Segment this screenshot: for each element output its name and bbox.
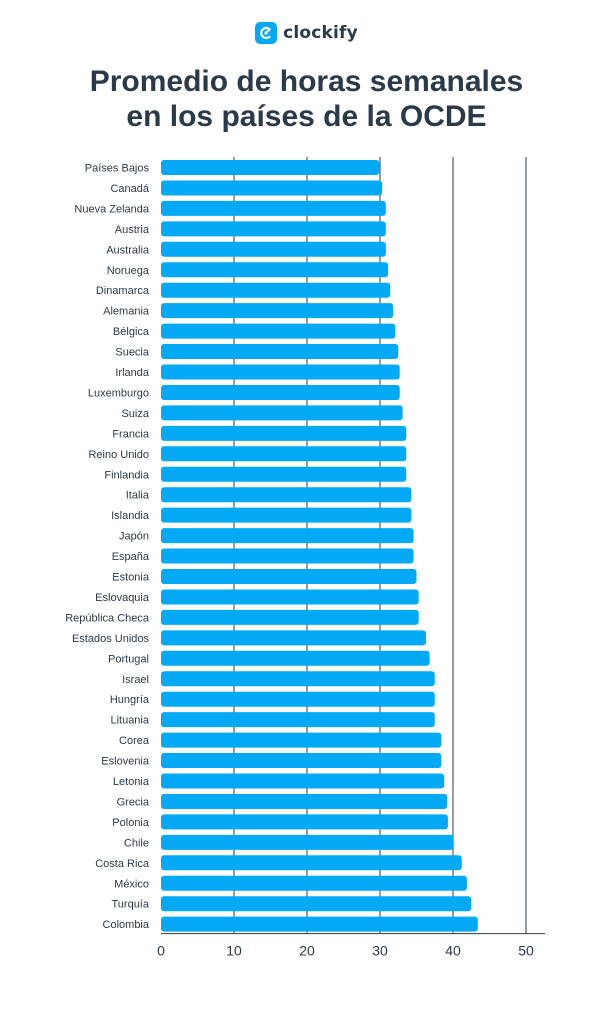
bar-17	[161, 487, 412, 503]
bar-36	[161, 875, 467, 891]
brand-name: clockify	[283, 23, 358, 43]
bar-13	[161, 405, 403, 421]
category-label-32: Grecia	[117, 796, 150, 808]
category-label-28: Lituania	[110, 715, 149, 727]
bar-29	[161, 732, 442, 748]
bar-33	[161, 814, 448, 830]
clockify-logo-icon	[255, 22, 278, 44]
category-label-17: Italia	[126, 490, 150, 502]
bar-20	[161, 548, 414, 564]
category-label-7: Dinamarca	[96, 285, 150, 297]
category-label-4: Austria	[115, 224, 150, 236]
category-label-8: Alemania	[103, 306, 150, 318]
bar-25	[161, 650, 430, 666]
category-label-3: Nueva Zelanda	[74, 203, 149, 215]
x-tick-label-10: 10	[226, 943, 242, 959]
category-label-10: Suecia	[115, 347, 150, 359]
bar-14	[161, 425, 407, 441]
category-label-23: República Checa	[65, 612, 150, 624]
category-label-2: Canadá	[110, 183, 149, 195]
category-label-5: Australia	[106, 244, 150, 256]
bar-21	[161, 569, 417, 584]
category-label-26: Israel	[122, 674, 149, 686]
category-label-13: Suiza	[121, 408, 149, 420]
brand-header: clockify	[0, 22, 613, 44]
category-label-12: Luxemburgo	[88, 387, 149, 399]
category-label-33: Polonia	[112, 817, 150, 829]
bar-26	[161, 671, 435, 687]
x-tick-label-0: 0	[157, 943, 165, 959]
bar-32	[161, 793, 448, 809]
category-label-27: Hungría	[110, 694, 150, 706]
category-label-29: Corea	[119, 735, 150, 747]
category-label-18: Islandia	[111, 510, 150, 522]
x-tick-label-50: 50	[518, 943, 534, 959]
bar-27	[161, 691, 435, 707]
category-label-9: Bélgica	[113, 326, 150, 338]
bar-24	[161, 630, 426, 646]
bar-12	[161, 384, 400, 400]
bar-16	[161, 466, 407, 482]
category-label-34: Chile	[124, 837, 149, 849]
chart-title: Promedio de horas semanales en los paíse…	[0, 64, 613, 134]
category-label-20: España	[112, 551, 150, 563]
x-axis-ticks: 0 10 20 30 40 50	[157, 943, 534, 959]
bar-19	[161, 528, 414, 544]
bar-23	[161, 609, 419, 625]
chart-title-line-1: Promedio de horas semanales	[89, 65, 524, 98]
bar-4	[161, 221, 386, 237]
bar-37	[161, 896, 472, 912]
x-tick-label-20: 20	[299, 943, 315, 959]
category-label-22: Eslovaquia	[95, 592, 150, 604]
category-label-1: Países Bajos	[85, 163, 150, 175]
bar-18	[161, 507, 412, 523]
bar-34	[161, 834, 454, 850]
category-label-14: Francia	[112, 428, 150, 440]
bar-11	[161, 364, 400, 380]
category-label-21: Estonia	[112, 572, 150, 584]
bar-38	[161, 916, 478, 932]
bar-1	[161, 160, 380, 175]
bar-10	[161, 344, 399, 360]
bar-2	[161, 180, 383, 196]
category-label-24: Estados Unidos	[72, 633, 150, 645]
category-label-35: Costa Rica	[95, 858, 150, 870]
category-label-6: Noruega	[107, 265, 150, 277]
bar-35	[161, 855, 462, 871]
category-label-15: Reino Unido	[88, 449, 149, 461]
x-tick-label-30: 30	[372, 943, 388, 959]
bar-7	[161, 282, 391, 298]
bar-9	[161, 323, 396, 339]
category-labels: Países Bajos Canadá Nueva Zelanda Austria Au…	[65, 163, 150, 932]
category-label-11: Irlanda	[115, 367, 150, 379]
bar-31	[161, 773, 445, 789]
category-label-16: Finlandia	[104, 469, 150, 481]
category-label-30: Eslovenia	[101, 756, 150, 768]
category-label-31: Letonia	[113, 776, 150, 788]
bars	[161, 160, 478, 932]
category-label-36: México	[114, 878, 149, 890]
category-label-38: Colombia	[103, 919, 150, 931]
bar-15	[161, 446, 407, 462]
bar-22	[161, 589, 419, 605]
x-tick-label-40: 40	[445, 943, 461, 959]
bar-28	[161, 712, 435, 728]
category-label-37: Turquía	[111, 899, 149, 911]
chart-title-line-2: en los países de la OCDE	[126, 100, 487, 133]
bar-3	[161, 200, 386, 216]
bar-8	[161, 303, 394, 319]
bar-30	[161, 753, 442, 769]
bar-6	[161, 262, 389, 278]
bar-5	[161, 241, 386, 257]
category-label-25: Portugal	[108, 653, 149, 665]
category-label-19: Japón	[119, 531, 149, 543]
